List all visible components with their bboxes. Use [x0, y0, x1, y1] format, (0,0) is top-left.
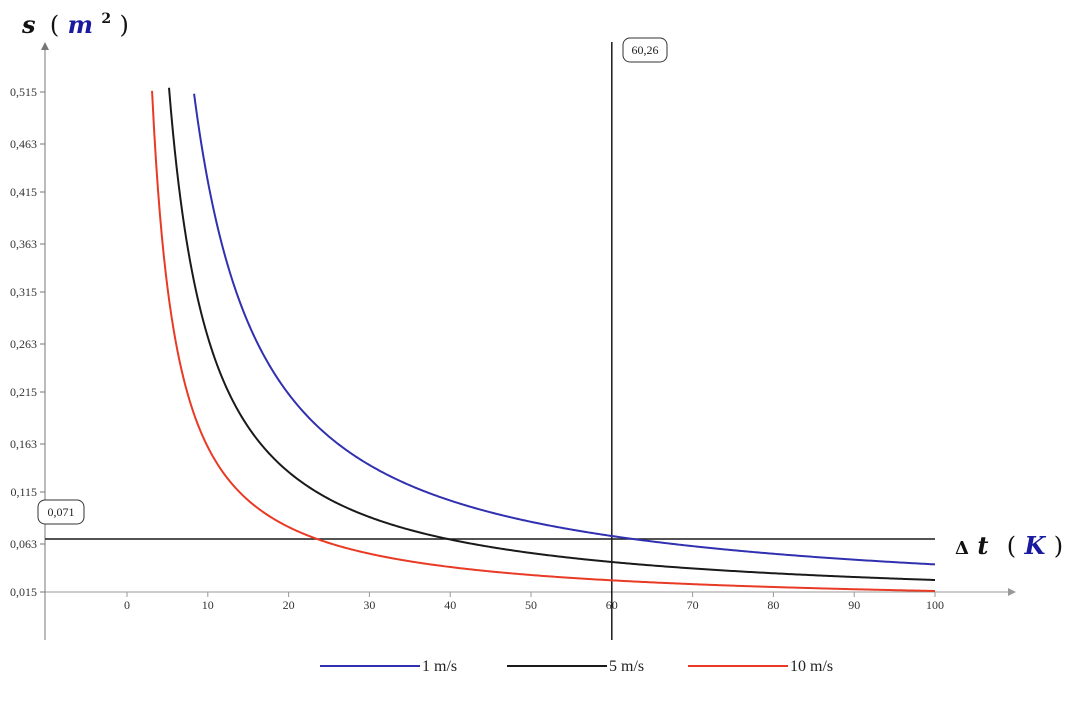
x-axis-title: Δ t ( K ) [955, 531, 1063, 560]
series-line-1 [193, 93, 936, 566]
legend-label: 5 m/s [609, 658, 644, 675]
svg-text:s ( m 2: s ( m 2 ) [21, 0, 129, 39]
legend-label: 10 m/s [790, 658, 833, 675]
y-axis-unit-exp: 2 [101, 11, 111, 27]
series-line-2 [168, 87, 936, 581]
y-tick-label: 0,315 [10, 285, 37, 299]
y-tick-label: 0,415 [10, 185, 37, 199]
y-axis-arrow-icon [41, 42, 49, 50]
x-tick-label: 100 [926, 598, 944, 612]
x-axis-var: t [977, 531, 988, 560]
series-line-3 [151, 90, 936, 592]
y-tick-label: 0,463 [10, 137, 37, 151]
y-tick-label: 0,263 [10, 337, 37, 351]
horizontal-reference-label: 0,071 [48, 505, 75, 519]
vertical-reference-callout: 60,26 [622, 37, 668, 63]
x-tick-label: 40 [444, 598, 456, 612]
vertical-reference-label: 60,26 [632, 43, 659, 57]
x-ticks: 0102030405060708090100 [124, 592, 944, 612]
x-tick-label: 80 [767, 598, 779, 612]
x-tick-label: 10 [202, 598, 214, 612]
x-tick-label: 30 [363, 598, 375, 612]
y-axis-title: s ( m 2 ) [21, 0, 129, 39]
y-tick-label: 0,115 [10, 485, 37, 499]
y-tick-label: 0,163 [10, 437, 37, 451]
y-axis-unit: m [68, 10, 93, 39]
svg-text:Δ t ( K: Δ t ( K ) [955, 531, 1063, 560]
horizontal-reference-callout: 0,071 [37, 499, 85, 525]
y-tick-label: 0,515 [10, 85, 37, 99]
x-axis-unit: K [1024, 531, 1047, 560]
y-tick-label: 0,363 [10, 237, 37, 251]
legend-label: 1 m/s [422, 658, 457, 675]
x-axis-arrow-icon [1008, 588, 1016, 596]
legend: 1 m/s 5 m/s 10 m/s [320, 658, 833, 675]
y-ticks: 0,015 0,063 0,115 0,163 0,215 0,263 0,315 0,363… [10, 85, 45, 599]
y-tick-label: 0,215 [10, 385, 37, 399]
x-axis-symbol: Δ [955, 538, 969, 559]
x-tick-label: 50 [525, 598, 537, 612]
x-tick-label: 90 [848, 598, 860, 612]
y-tick-label: 0,063 [10, 537, 37, 551]
y-tick-label: 0,015 [10, 585, 37, 599]
y-axis-var: s [21, 10, 36, 39]
x-tick-label: 0 [124, 598, 130, 612]
x-tick-label: 20 [283, 598, 295, 612]
x-tick-label: 70 [687, 598, 699, 612]
series-layer [151, 87, 936, 592]
